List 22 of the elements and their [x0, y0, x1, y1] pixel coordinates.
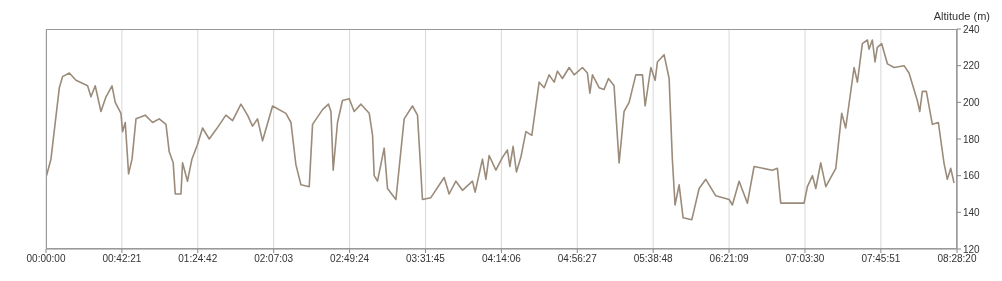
y-tick-label: 140 — [963, 206, 981, 218]
x-tick-label: 02:07:03 — [254, 253, 294, 265]
x-tick-label: 02:49:24 — [330, 253, 370, 265]
x-tick-label: 01:24:42 — [178, 253, 218, 265]
y-tick-label: 180 — [963, 133, 981, 145]
x-tick-label: 00:42:21 — [102, 253, 142, 265]
y-tick-label: 220 — [963, 60, 981, 72]
x-tick-label: 04:56:27 — [557, 253, 598, 265]
y-tick-label: 200 — [963, 96, 981, 108]
x-tick-label: 03:31:45 — [406, 253, 446, 265]
x-tick-label: 00:00:00 — [26, 253, 66, 265]
x-tick-label: 08:28:20 — [937, 253, 977, 265]
x-tick-label: 07:45:51 — [861, 253, 901, 265]
y-tick-label: 240 — [963, 23, 981, 35]
x-tick-label: 07:03:30 — [785, 253, 825, 265]
x-tick-label: 05:38:48 — [633, 253, 674, 265]
x-tick-label: 04:14:06 — [481, 253, 522, 265]
line-series — [46, 39, 955, 221]
y-tick-label: 160 — [963, 170, 981, 182]
y-tick-label: 120 — [963, 243, 981, 255]
x-tick-label: 06:21:09 — [709, 253, 749, 265]
y-axis-title: Altitude (m) — [933, 10, 990, 22]
